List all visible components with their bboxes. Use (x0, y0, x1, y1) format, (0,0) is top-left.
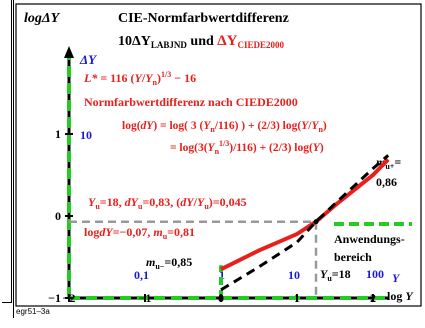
y-inner-label-10: 10 (80, 128, 92, 142)
x-inner-label-0-1: 0,1 (134, 268, 149, 282)
x-axis-label: log Y (387, 289, 414, 303)
annot-yu: Yu=18 (320, 267, 351, 283)
legend-text-2: bereich (334, 250, 372, 264)
x-tick-label-2: 2 (370, 291, 376, 305)
x-tick-label--1: −1 (139, 291, 152, 305)
corner-label: logΔY (24, 11, 61, 26)
x-tick-label-1: 1 (294, 291, 300, 305)
annot-m-plus: mu+= (376, 155, 401, 171)
series-line-2 (220, 154, 390, 292)
x-inner-label-1: 1 (219, 268, 225, 282)
y-tick-label-0: 0 (55, 209, 61, 223)
formula-header: Normfarbwertdifferenz nach CIEDE2000 (84, 95, 298, 109)
title-red-sub: CIEDE2000 (238, 40, 285, 50)
y-tick-label--1: −1 (48, 291, 61, 305)
x-inner-label-100: 100 (366, 267, 384, 281)
annot-m-plus-value: 0,86 (376, 175, 397, 189)
annot-m-minus: mu−=0,85 (146, 255, 192, 271)
y-tick-label-1: 1 (55, 127, 61, 141)
formula-1: log(dY) = log( 3 (Yn/116) ) + (2/3) log(… (122, 120, 327, 134)
footer-id: egr51–3a (16, 307, 50, 316)
left-margin-strip (0, 0, 14, 318)
ticks-group: −2 −1 0 1 2−101 (48, 127, 376, 305)
title-red: ΔY (217, 33, 237, 49)
annot-point: Yu=18, dYu=0,83, (dY/Yu)=0,045 (88, 195, 247, 211)
data-point (313, 219, 319, 225)
x-tick-label-0: 0 (218, 291, 224, 305)
y-axis-arrow (64, 46, 74, 58)
legend-text-1: Anwendungs- (334, 232, 405, 246)
title-sub-1: LABJND (151, 40, 188, 50)
title-line-2: 10ΔYLABJND und ΔYCIEDE2000 (118, 33, 285, 50)
annot-slope-neg: logdY=−0,07, mu=0,81 (84, 225, 195, 241)
x-inner-label-y: Y (392, 271, 401, 285)
title-mid: und (187, 34, 217, 49)
y-inner-label: ΔY (79, 52, 97, 67)
x-inner-label-10: 10 (288, 268, 300, 282)
formula-2: = log(3(Yn1/3)/116) + (2/3) log(Y) (170, 139, 324, 156)
formula-l: L* = 116 (Y/Yn)1/3 − 16 (83, 70, 196, 87)
title-line-1: CIE-Normfarbwertdifferenz (118, 11, 289, 26)
title-part-1: 10ΔY (118, 34, 151, 49)
chart-frame (15, 3, 422, 307)
marks-group (220, 154, 390, 292)
